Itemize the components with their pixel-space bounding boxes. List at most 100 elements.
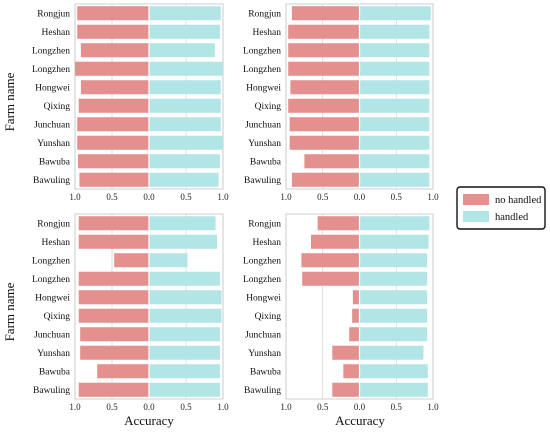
bar-no-handled [78,216,149,231]
bar-no-handled [352,308,360,323]
tick-label-x: 0.0 [143,192,155,202]
bar-handled [359,308,428,323]
bar-no-handled [114,253,149,268]
legend-label-no-handled: no handled [495,195,542,206]
bar-handled [149,382,221,397]
bar-no-handled [301,253,360,268]
bar-handled [149,327,221,342]
bar-handled [149,135,223,150]
bar-handled [149,234,218,249]
tick-label-x: 0.5 [391,402,403,412]
bar-no-handled [80,327,149,342]
bar-handled [359,271,428,286]
bar-no-handled [78,308,149,323]
tick-label-x: 0.5 [106,402,118,412]
bar-no-handled [78,98,149,113]
bar-no-handled [80,80,149,95]
bar-no-handled [288,98,360,113]
bar-handled [359,382,428,397]
tick-label-farm: Qixing [255,312,282,322]
bar-handled [149,290,222,305]
bar-no-handled [302,271,360,286]
tick-label-x: 1.0 [69,402,81,412]
tick-label-x: 0.5 [180,402,192,412]
tick-label-x: 1.0 [217,402,229,412]
bar-no-handled [288,24,360,39]
x-axis-label-left: Accuracy [124,413,174,428]
bar-no-handled [310,234,360,249]
bar-no-handled [77,135,149,150]
tick-label-x: 0.5 [317,402,329,412]
bar-no-handled [343,364,360,379]
bar-handled [149,308,222,323]
bar-no-handled [288,61,360,76]
tick-label-farm: Longzhen [243,275,281,285]
tick-label-farm: Qixing [44,102,71,112]
bar-handled [149,43,215,58]
tick-label-farm: Longzhen [243,65,281,75]
tick-label-farm: Rongjun [248,219,281,229]
tick-label-x: 0.5 [180,192,192,202]
tick-label-farm: Yunshan [248,349,281,359]
tick-label-farm: Rongjun [37,219,70,229]
panel-3: Rongjun Heshan Longzhen Longzhen Hongwei Qixi… [32,213,229,412]
bar-no-handled [291,172,360,187]
bar-no-handled [304,154,360,169]
bar-handled [359,61,430,76]
tick-label-farm: Rongjun [248,9,281,19]
tick-label-farm: Junchuan [245,330,281,340]
bar-no-handled [78,290,149,305]
bar-handled [359,98,430,113]
bar-no-handled [317,216,360,231]
tick-label-farm: Heshan [42,238,71,248]
tick-label-farm: Bawuling [244,176,281,186]
bar-handled [149,24,221,39]
tick-label-farm: Longzhen [243,256,281,266]
bar-no-handled [289,117,360,132]
tick-label-farm: Yunshan [37,139,70,149]
tick-label-x: 0.5 [106,192,118,202]
panel-1: Rongjun Heshan Longzhen Longzhen Hongwei Qixi… [32,3,229,202]
panel-2: Rongjun Heshan Longzhen Longzhen Hongwei Qixi… [243,3,439,202]
tick-label-farm: Bawuling [33,176,70,186]
tick-label-x: 0.5 [391,192,403,202]
legend-swatch-handled [463,211,489,222]
tick-label-farm: Hongwei [35,83,70,93]
bar-handled [359,80,430,95]
bar-handled [149,172,219,187]
tick-label-farm: Bawuba [39,157,71,167]
bar-no-handled [77,6,149,21]
tick-label-x: 1.0 [280,402,292,412]
bar-handled [149,154,221,169]
bar-no-handled [77,117,149,132]
tick-label-x: 1.0 [427,402,439,412]
tick-label-farm: Bawuba [250,157,282,167]
bar-no-handled [332,345,360,360]
tick-label-x: 0.5 [317,192,329,202]
bar-no-handled [289,135,360,150]
bar-no-handled [78,382,149,397]
bar-handled [149,61,223,76]
tick-label-farm: Bawuling [244,386,281,396]
bar-handled [359,172,430,187]
tick-label-x: 1.0 [427,192,439,202]
legend-swatch-no-handled [463,194,489,205]
tick-label-farm: Hongwei [246,293,281,303]
tick-label-farm: Hongwei [35,293,70,303]
tick-label-farm: Longzhen [32,275,70,285]
bar-no-handled [290,80,360,95]
tick-label-x: 1.0 [217,192,229,202]
bar-handled [149,216,216,231]
tick-label-farm: Qixing [44,312,71,322]
tick-label-farm: Junchuan [245,120,281,130]
tick-label-farm: Heshan [253,28,282,38]
bar-handled [359,6,431,21]
tick-label-farm: Junchuan [34,330,70,340]
x-axis-label-right: Accuracy [335,413,385,428]
y-axis-label-top: Farm name [2,72,17,131]
tick-label-farm: Longzhen [32,65,70,75]
bar-handled [149,364,221,379]
bar-handled [359,135,430,150]
tick-label-x: 0.0 [354,402,366,412]
